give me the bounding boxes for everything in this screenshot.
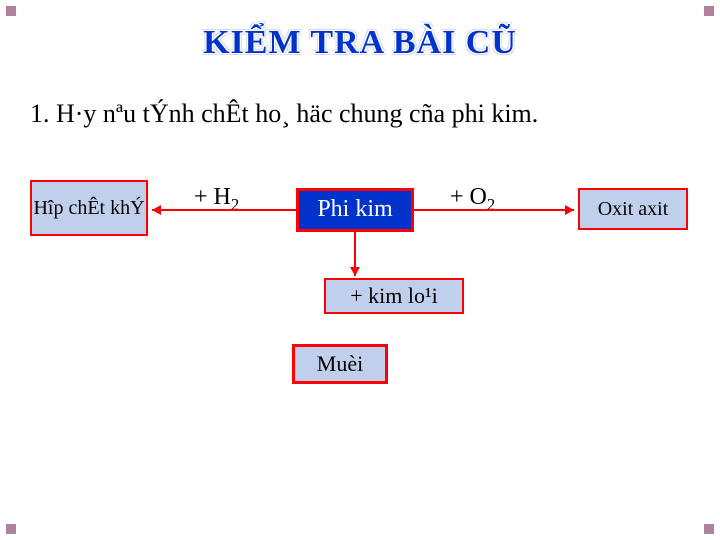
node-muoi: Muèi	[292, 344, 388, 384]
question-text: 1. H·y nªu tÝnh chÊt ho¸ häc chung cña p…	[30, 98, 630, 131]
corner-square-tr	[704, 6, 714, 16]
corner-square-br	[704, 524, 714, 534]
node-phi-kim: Phi kim	[296, 188, 414, 232]
connectors-layer	[0, 0, 720, 540]
page-title: KIỂM TRA BÀI CŨ	[0, 24, 720, 62]
label-h2-sub: 2	[231, 195, 239, 214]
label-o2-pre: + O	[450, 184, 487, 210]
label-plus-h2: + H2	[194, 184, 239, 215]
corner-square-bl	[6, 524, 16, 534]
corner-square-tl	[6, 6, 16, 16]
label-plus-o2: + O2	[450, 184, 495, 215]
node-kim-loai: + kim lo¹i	[324, 278, 464, 314]
label-h2-pre: + H	[194, 184, 231, 210]
node-oxit-axit: Oxit axit	[578, 188, 688, 230]
node-hop-chat-khi: Hîp chÊt khÝ	[30, 180, 148, 236]
label-o2-sub: 2	[487, 195, 495, 214]
